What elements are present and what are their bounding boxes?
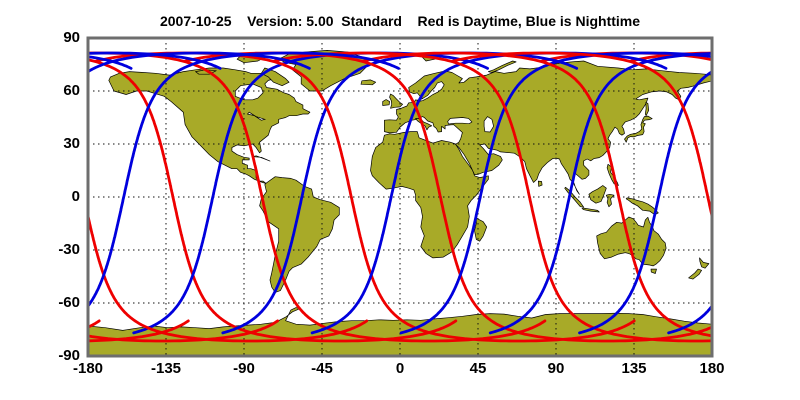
- daytime-track: [0, 53, 10, 341]
- x-tick-label: -45: [311, 360, 333, 377]
- daytime-track: [88, 209, 369, 343]
- landmass: [278, 50, 370, 92]
- landmass: [650, 268, 657, 274]
- nighttime-track: [88, 51, 400, 309]
- daytime-track: [273, 51, 712, 343]
- landmass: [389, 93, 403, 109]
- nighttime-track: [221, 51, 579, 335]
- landmass: [252, 155, 271, 162]
- x-tick-label: -135: [150, 360, 182, 377]
- daytime-track: [451, 51, 712, 223]
- landmass: [624, 115, 653, 143]
- landmass: [384, 60, 712, 195]
- daytime-track: [362, 51, 712, 338]
- daytime-track: [88, 58, 458, 343]
- x-tick-label: 90: [547, 360, 565, 377]
- chart-title: 2007-10-25 Version: 5.00 Standard Red is…: [159, 13, 641, 29]
- x-tick-label: 45: [469, 360, 487, 377]
- y-tick-label: 60: [63, 82, 80, 99]
- lake: [246, 111, 267, 121]
- lake: [416, 81, 445, 102]
- landmass: [644, 102, 650, 117]
- nighttime-track: [758, 53, 800, 333]
- landmass: [382, 99, 390, 106]
- satellite-ground-tracks: [0, 51, 800, 343]
- nighttime-track: [132, 51, 490, 335]
- nighttime-track: [578, 70, 712, 335]
- landmass: [581, 207, 600, 213]
- landmass: [596, 216, 667, 267]
- nighttime-track: [88, 51, 311, 74]
- landmass: [488, 60, 517, 73]
- lake: [447, 117, 473, 125]
- y-tick-label: -30: [58, 241, 80, 258]
- y-tick-label: -90: [58, 347, 80, 364]
- x-tick-label: -90: [233, 360, 255, 377]
- y-tick-label: 30: [63, 135, 80, 152]
- x-tick-label: -180: [72, 360, 104, 377]
- landmass: [688, 268, 702, 280]
- landmass: [108, 67, 311, 185]
- plot-frame: [86, 36, 714, 358]
- lake: [483, 116, 494, 133]
- x-tick-label: 135: [621, 360, 647, 377]
- landmass: [537, 180, 543, 187]
- landmass: [588, 185, 607, 204]
- nighttime-track: [399, 51, 712, 335]
- x-tick-label: 0: [395, 360, 405, 377]
- daytime-track: [88, 51, 547, 343]
- y-tick-label: 90: [63, 29, 80, 46]
- daytime-track: [720, 53, 800, 341]
- nighttime-track: [310, 51, 668, 335]
- daytime-track: [94, 51, 636, 343]
- daytime-track: [183, 51, 712, 343]
- y-tick-label: 0: [71, 188, 80, 205]
- landmass: [360, 79, 377, 86]
- nighttime-track: [488, 52, 712, 335]
- y-tick-label: -60: [58, 294, 80, 311]
- gridlines: [88, 38, 712, 356]
- landmass: [699, 257, 710, 269]
- x-tick-label: 180: [699, 360, 725, 377]
